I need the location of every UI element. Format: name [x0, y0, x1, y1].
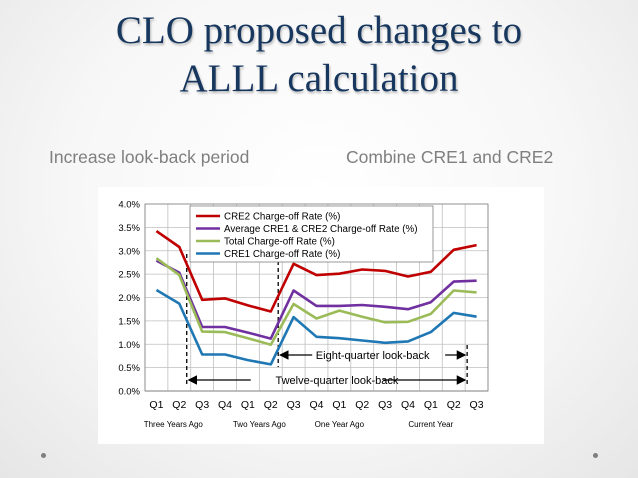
- charge-off-rate-chart: 0.0% 0.5% 1.0% 1.5% 2.0% 2.5% 3.0% 3.5% 4.0% Eig…: [118, 200, 489, 429]
- ytick-label: 2.5%: [118, 270, 140, 281]
- ytick-label: 3.0%: [118, 246, 140, 257]
- subtitle-right: Combine CRE1 and CRE2: [346, 147, 554, 167]
- year-group-label: Current Year: [408, 420, 453, 429]
- series-line-1: [155, 259, 477, 340]
- plot-frame: [144, 203, 489, 392]
- series-line-0: [155, 230, 477, 313]
- ytick-label: 1.5%: [118, 316, 140, 327]
- series-line-2: [155, 257, 477, 346]
- chart-container: 0.0% 0.5% 1.0% 1.5% 2.0% 2.5% 3.0% 3.5% 4.0% Eig…: [98, 187, 544, 444]
- slide-title-line1: CLO proposed changes to: [115, 9, 523, 52]
- xtick-label: Q4: [309, 399, 323, 411]
- xtick-label: Q1: [241, 399, 255, 411]
- eight-quarter-label: Eight-quarter look-back: [316, 350, 430, 362]
- xtick-label: Q1: [424, 399, 438, 411]
- ytick-label: 0.0%: [118, 387, 140, 398]
- ytick-label: 2.0%: [118, 293, 140, 304]
- xtick-label: Q4: [401, 399, 415, 411]
- xtick-label: Q1: [149, 399, 163, 411]
- xtick-label: Q2: [264, 399, 278, 411]
- xtick-label: Q2: [355, 399, 369, 411]
- ytick-label: 0.5%: [118, 363, 140, 374]
- nav-dot-left: [41, 453, 46, 458]
- year-group-label: One Year Ago: [315, 420, 365, 429]
- xtick-label: Q4: [218, 399, 232, 411]
- legend-label: CRE2 Charge-off Rate (%): [224, 212, 340, 223]
- subtitle-left: Increase look-back period: [49, 147, 250, 167]
- legend-label: CRE1 Charge-off Rate (%): [224, 249, 340, 260]
- xtick-label: Q2: [447, 399, 461, 411]
- ytick-label: 1.0%: [118, 340, 140, 351]
- xtick-label: Q3: [195, 399, 209, 411]
- year-group-label: Three Years Ago: [144, 420, 204, 429]
- series-line-3: [155, 288, 477, 366]
- ytick-label: 4.0%: [118, 200, 140, 211]
- legend-box: [189, 205, 434, 263]
- nav-dot-right: [593, 453, 598, 458]
- xtick-label: Q3: [287, 399, 301, 411]
- xtick-label: Q2: [172, 399, 186, 411]
- xtick-label: Q3: [470, 399, 484, 411]
- xtick-label: Q1: [332, 399, 346, 411]
- slide-title-line2: ALLL calculation: [179, 57, 459, 100]
- legend-label: Average CRE1 & CRE2 Charge-off Rate (%): [224, 224, 417, 235]
- twelve-quarter-label: Twelve-quarter look-back: [275, 375, 398, 387]
- ytick-label: 3.5%: [118, 223, 140, 234]
- legend-label: Total Charge-off Rate (%): [224, 237, 335, 248]
- xtick-label: Q3: [378, 399, 392, 411]
- year-group-label: Two Years Ago: [233, 420, 286, 429]
